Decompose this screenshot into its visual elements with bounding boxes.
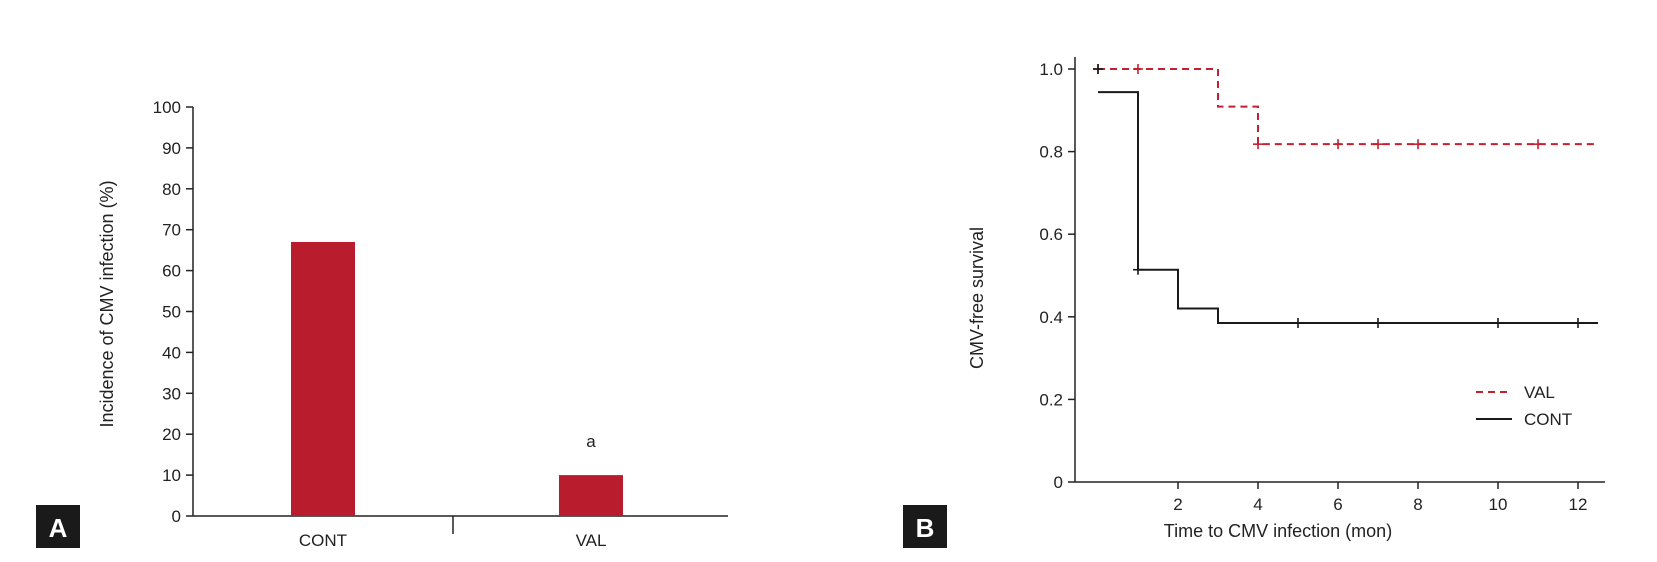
panel-b-legend-label-cont: CONT bbox=[1524, 410, 1572, 429]
panel-b-censor-mark-cont bbox=[1493, 317, 1503, 328]
panel-b-legend-label-val: VAL bbox=[1524, 383, 1555, 402]
panel-b-x-tick-label: 10 bbox=[1489, 495, 1508, 514]
panel-a-y-tick-label: 0 bbox=[172, 507, 181, 526]
panel-b-censor-mark-cont bbox=[1293, 317, 1303, 328]
panel-a-category-label: CONT bbox=[299, 531, 347, 550]
panel-b-line-cont bbox=[1098, 91, 1598, 324]
panel-a-y-tick-label: 60 bbox=[162, 262, 181, 281]
panel-a-y-tick-label: 40 bbox=[162, 343, 181, 362]
panel-a-letter: A bbox=[49, 513, 68, 543]
panel-b-x-tick-label: 4 bbox=[1253, 495, 1262, 514]
panel-a-y-tick-label: 20 bbox=[162, 425, 181, 444]
panel-b-axes: 0 0.2 0.4 0.6 0.8 1.0 2 4 6 8 10 12 bbox=[1039, 57, 1605, 514]
panel-b-censor-mark-val bbox=[1413, 139, 1423, 150]
panel-b-letter: B bbox=[916, 513, 935, 543]
panel-b-y-tick-label: 1.0 bbox=[1039, 60, 1063, 79]
panel-b-censor-mark-val bbox=[1373, 139, 1383, 150]
panel-a-label-box bbox=[36, 505, 80, 548]
panel-b-censor-mark-cont bbox=[1133, 264, 1143, 275]
panel-b-legend: VAL CONT bbox=[1476, 383, 1572, 429]
panel-a-axes: 0 10 20 30 40 50 60 70 80 90 100 bbox=[153, 98, 728, 534]
panel-a-labels: CONT VAL a bbox=[299, 432, 607, 550]
panel-b-x-tick-label: 2 bbox=[1173, 495, 1182, 514]
panel-b-censor-mark-val bbox=[1333, 139, 1343, 150]
panel-b-x-tick-label: 12 bbox=[1569, 495, 1588, 514]
panel-b-x-tick-label: 8 bbox=[1413, 495, 1422, 514]
panel-b-censor-mark-val bbox=[1253, 139, 1263, 150]
panel-b-y-tick-label: 0.2 bbox=[1039, 390, 1063, 409]
panel-b-censor-mark-val bbox=[1133, 64, 1143, 74]
panel-b-y-tick-label: 0.4 bbox=[1039, 308, 1063, 327]
panel-b-censor-mark-cont bbox=[1093, 64, 1103, 74]
panel-b-y-tick-label: 0 bbox=[1054, 473, 1063, 492]
panel-a-bar-chart: 0 10 20 30 40 50 60 70 80 90 100 CONT VAL a Incidenc… bbox=[36, 98, 728, 550]
panel-b-survival-chart: 0 0.2 0.4 0.6 0.8 1.0 2 4 6 8 10 12 VAL CONT CMV-fre… bbox=[903, 57, 1605, 548]
panel-a-y-tick-label: 80 bbox=[162, 180, 181, 199]
panel-b-y-tick-label: 0.6 bbox=[1039, 225, 1063, 244]
panel-b-lines bbox=[1093, 64, 1598, 328]
panel-a-y-axis-title: Incidence of CMV infection (%) bbox=[97, 180, 117, 427]
panel-a-y-tick-label: 30 bbox=[162, 384, 181, 403]
panel-b-x-tick-label: 6 bbox=[1333, 495, 1342, 514]
panel-b-y-tick-label: 0.8 bbox=[1039, 143, 1063, 162]
panel-a-y-tick-label: 70 bbox=[162, 221, 181, 240]
panel-a-bar-val bbox=[559, 475, 623, 516]
panel-b-censor-mark-val bbox=[1533, 139, 1543, 150]
panel-a-y-tick-label: 50 bbox=[162, 303, 181, 322]
panel-b-censor-mark-cont bbox=[1373, 317, 1383, 328]
panel-b-censor-mark-cont bbox=[1573, 317, 1583, 328]
panel-a-y-tick-label: 100 bbox=[153, 98, 181, 117]
panel-b-x-axis-title: Time to CMV infection (mon) bbox=[1164, 521, 1392, 541]
panel-a-significance-mark: a bbox=[586, 432, 596, 451]
panel-a-bars bbox=[291, 241, 623, 516]
panel-a-y-tick-label: 90 bbox=[162, 139, 181, 158]
panel-a-bar-cont bbox=[291, 241, 355, 516]
panel-b-line-val bbox=[1098, 68, 1598, 146]
panel-a-y-tick-label: 10 bbox=[162, 466, 181, 485]
panel-a-category-label: VAL bbox=[576, 531, 607, 550]
panel-b-y-axis-title: CMV-free survival bbox=[967, 227, 987, 369]
panel-b-label-box bbox=[903, 505, 947, 548]
